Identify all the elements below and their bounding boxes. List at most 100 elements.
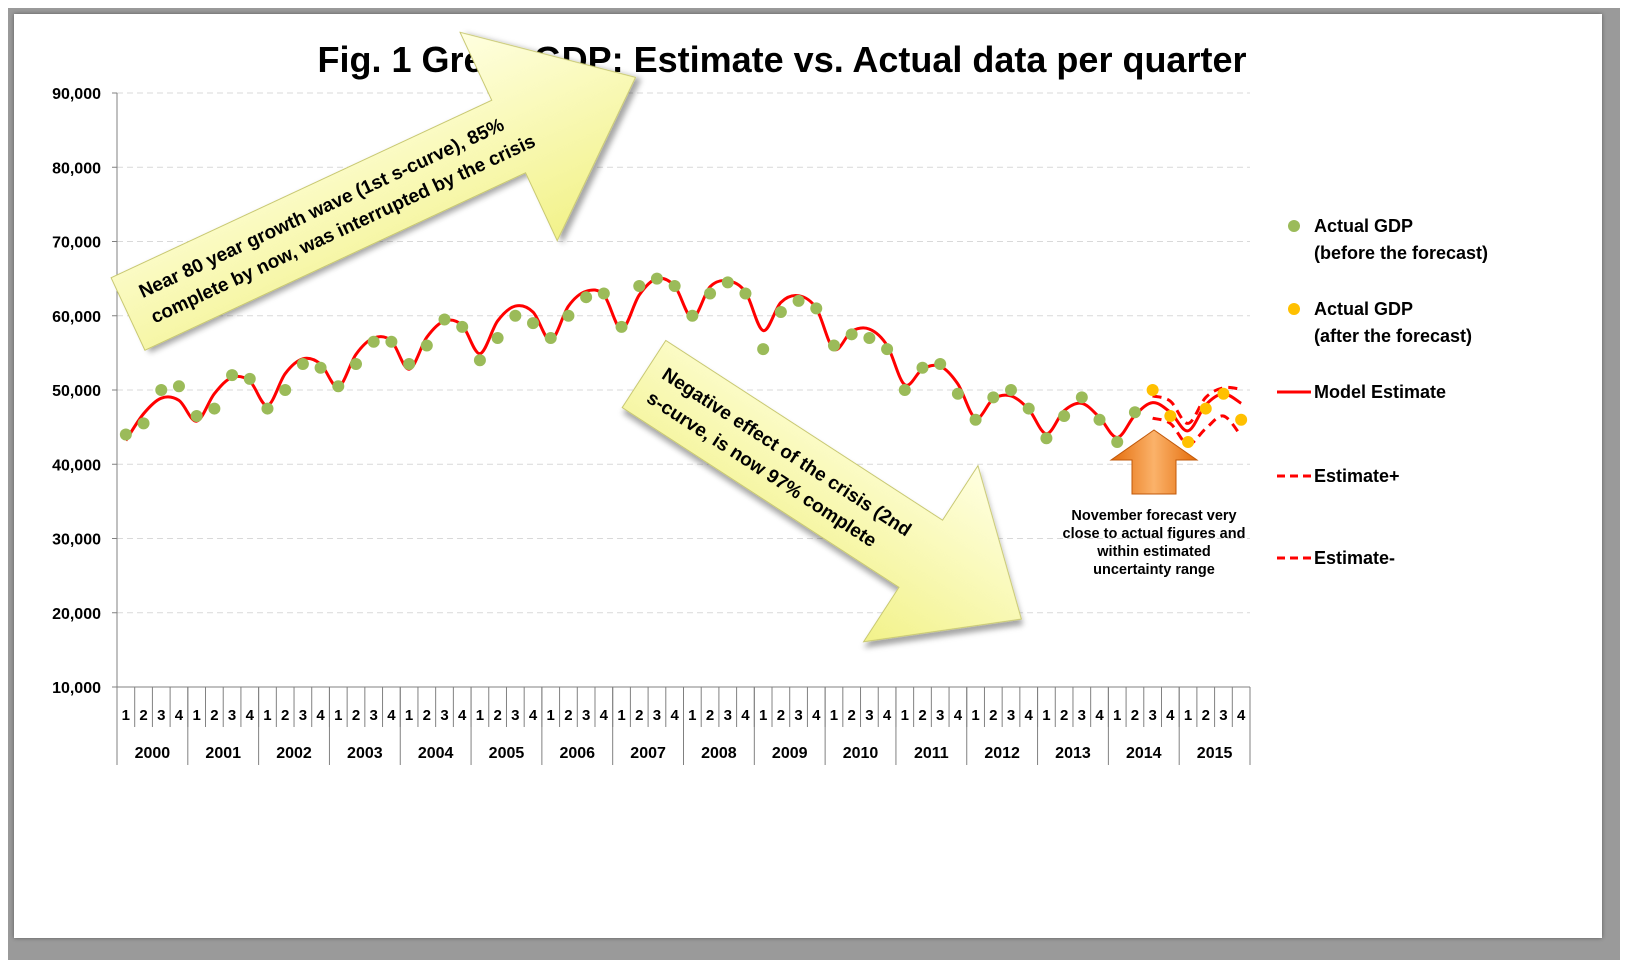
y-axis: 10,000 20,000 30,000 40,000 50,000 60,000 70,0… <box>52 86 118 697</box>
legend-item: Actual GDP (after the forecast) <box>1288 299 1472 346</box>
x-quarter-label: 4 <box>1166 707 1175 724</box>
legend-label: Estimate+ <box>1314 466 1400 486</box>
actual-gdp-before-point <box>190 409 203 422</box>
actual-gdp-before-point <box>1022 402 1035 415</box>
chart-title: Fig. 1 Greek GDP: Estimate vs. Actual da… <box>318 39 1247 80</box>
x-quarter-label: 2 <box>989 707 997 724</box>
x-quarter-label: 4 <box>387 707 396 724</box>
actual-gdp-before-point <box>1128 406 1141 419</box>
y-tick-label: 10,000 <box>52 680 101 697</box>
x-quarter-label: 4 <box>741 707 750 724</box>
actual-gdp-before-point <box>420 339 433 352</box>
series <box>119 272 1248 448</box>
legend-label: Estimate- <box>1314 548 1395 568</box>
actual-gdp-before-point <box>845 328 858 341</box>
y-tick-label: 40,000 <box>52 457 101 474</box>
actual-gdp-before-point <box>261 402 274 415</box>
actual-gdp-before-point <box>208 402 221 415</box>
x-quarter-label: 4 <box>1095 707 1104 724</box>
x-quarter-label: 4 <box>812 707 821 724</box>
x-quarter-label: 2 <box>564 707 572 724</box>
actual-gdp-before-point <box>456 320 469 333</box>
x-quarter-label: 4 <box>883 707 892 724</box>
x-quarter-label: 3 <box>228 707 236 724</box>
actual-gdp-before-point <box>757 343 770 356</box>
actual-gdp-before-point <box>916 361 929 374</box>
x-quarter-label: 2 <box>1202 707 1210 724</box>
legend-item: Actual GDP (before the forecast) <box>1288 216 1488 263</box>
x-year-label: 2007 <box>630 745 666 762</box>
x-quarter-label: 1 <box>192 707 200 724</box>
actual-gdp-before-point <box>810 302 823 315</box>
forecast-note-line3: within estimated <box>1096 544 1211 560</box>
chart-panel: Fig. 1 Greek GDP: Estimate vs. Actual da… <box>14 14 1602 938</box>
actual-gdp-after-point <box>1182 435 1195 448</box>
x-year-label: 2002 <box>276 745 312 762</box>
x-quarter-label: 2 <box>777 707 785 724</box>
actual-gdp-before-point <box>1058 409 1071 422</box>
forecast-note: November forecast very close to actual f… <box>1063 508 1246 578</box>
x-quarter-label: 2 <box>706 707 714 724</box>
actual-gdp-before-point <box>172 380 185 393</box>
actual-gdp-before-point <box>633 280 646 293</box>
actual-gdp-before-point <box>792 294 805 307</box>
x-quarter-label: 2 <box>493 707 501 724</box>
x-year-label: 2012 <box>984 745 1020 762</box>
actual-gdp-before-point <box>314 361 327 374</box>
x-year-label: 2000 <box>135 745 171 762</box>
gdp-chart: Fig. 1 Greek GDP: Estimate vs. Actual da… <box>52 31 1488 765</box>
actual-gdp-before-point <box>137 417 150 430</box>
actual-gdp-before-point <box>580 291 593 304</box>
x-quarter-label: 3 <box>936 707 944 724</box>
y-tick-label: 60,000 <box>52 309 101 326</box>
growth-wave-text-line1: Near 80 year growth wave (1st s-curve), … <box>136 115 508 303</box>
y-tick-label: 70,000 <box>52 235 101 252</box>
x-quarter-label: 4 <box>1237 707 1246 724</box>
actual-gdp-before-point <box>969 413 982 426</box>
x-quarter-label: 2 <box>848 707 856 724</box>
estimate-plus-line <box>1152 385 1242 425</box>
actual-gdp-before-point <box>562 309 575 322</box>
y-tick-label: 20,000 <box>52 606 101 623</box>
actual-gdp-before-point <box>367 335 380 348</box>
x-quarter-label: 2 <box>210 707 218 724</box>
x-quarter-label: 1 <box>334 707 342 724</box>
x-year-label: 2013 <box>1055 745 1091 762</box>
actual-gdp-before-point <box>881 343 894 356</box>
actual-gdp-after-point <box>1146 384 1159 396</box>
x-quarter-label: 1 <box>617 707 625 724</box>
x-quarter-label: 4 <box>458 707 467 724</box>
x-year-label: 2014 <box>1126 745 1162 762</box>
actual-gdp-before-point <box>934 358 947 371</box>
x-quarter-label: 2 <box>1060 707 1068 724</box>
x-quarter-label: 1 <box>1042 707 1050 724</box>
x-year-label: 2009 <box>772 745 808 762</box>
x-quarter-label: 2 <box>139 707 147 724</box>
actual-gdp-after-point <box>1217 387 1230 400</box>
x-year-label: 2005 <box>489 745 525 762</box>
actual-gdp-before-point <box>509 309 522 322</box>
actual-gdp-before-point <box>739 287 752 300</box>
x-quarter-label: 4 <box>954 707 963 724</box>
actual-gdp-before-point <box>704 287 717 300</box>
actual-gdp-before-point <box>597 287 610 300</box>
x-year-label: 2004 <box>418 745 454 762</box>
actual-gdp-before-point <box>1111 435 1124 448</box>
actual-gdp-before-point <box>119 428 132 441</box>
x-quarter-label: 4 <box>529 707 538 724</box>
x-quarter-label: 3 <box>1078 707 1086 724</box>
legend-marker <box>1288 220 1300 232</box>
actual-gdp-before-point <box>473 354 486 367</box>
x-quarter-label: 3 <box>1007 707 1015 724</box>
x-quarter-label: 1 <box>1113 707 1121 724</box>
legend-label-sub: (after the forecast) <box>1314 326 1472 346</box>
x-quarter-label: 4 <box>316 707 325 724</box>
x-quarter-label: 3 <box>582 707 590 724</box>
x-quarter-label: 1 <box>547 707 555 724</box>
actual-gdp-before-point <box>403 358 416 371</box>
actual-gdp-before-point <box>438 313 451 326</box>
forecast-note-line1: November forecast very <box>1071 508 1236 524</box>
x-quarter-label: 1 <box>263 707 271 724</box>
actual-gdp-before-point <box>668 280 681 293</box>
x-quarter-label: 2 <box>918 707 926 724</box>
